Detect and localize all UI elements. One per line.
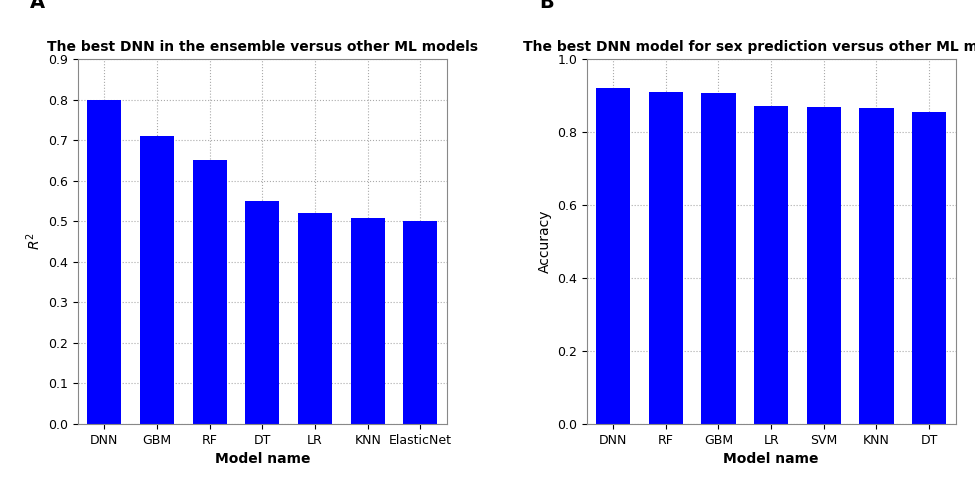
Bar xyxy=(192,161,227,424)
Bar xyxy=(596,88,630,424)
Bar xyxy=(701,94,735,424)
Title: The best DNN model for sex prediction versus other ML models: The best DNN model for sex prediction ve… xyxy=(523,40,975,54)
Bar xyxy=(246,201,280,424)
Y-axis label: $R^2$: $R^2$ xyxy=(24,233,43,250)
Bar xyxy=(754,106,788,424)
Bar xyxy=(912,112,947,424)
Text: A: A xyxy=(30,0,45,12)
Bar xyxy=(298,213,332,424)
Bar xyxy=(139,136,175,424)
X-axis label: Model name: Model name xyxy=(214,452,310,466)
Bar xyxy=(351,218,385,424)
Bar xyxy=(859,108,894,424)
Title: The best DNN in the ensemble versus other ML models: The best DNN in the ensemble versus othe… xyxy=(47,40,478,54)
Text: B: B xyxy=(539,0,554,12)
X-axis label: Model name: Model name xyxy=(723,452,819,466)
Y-axis label: Accuracy: Accuracy xyxy=(537,210,552,273)
Bar xyxy=(806,106,841,424)
Bar xyxy=(87,100,122,424)
Bar xyxy=(648,92,682,424)
Bar xyxy=(404,221,438,424)
